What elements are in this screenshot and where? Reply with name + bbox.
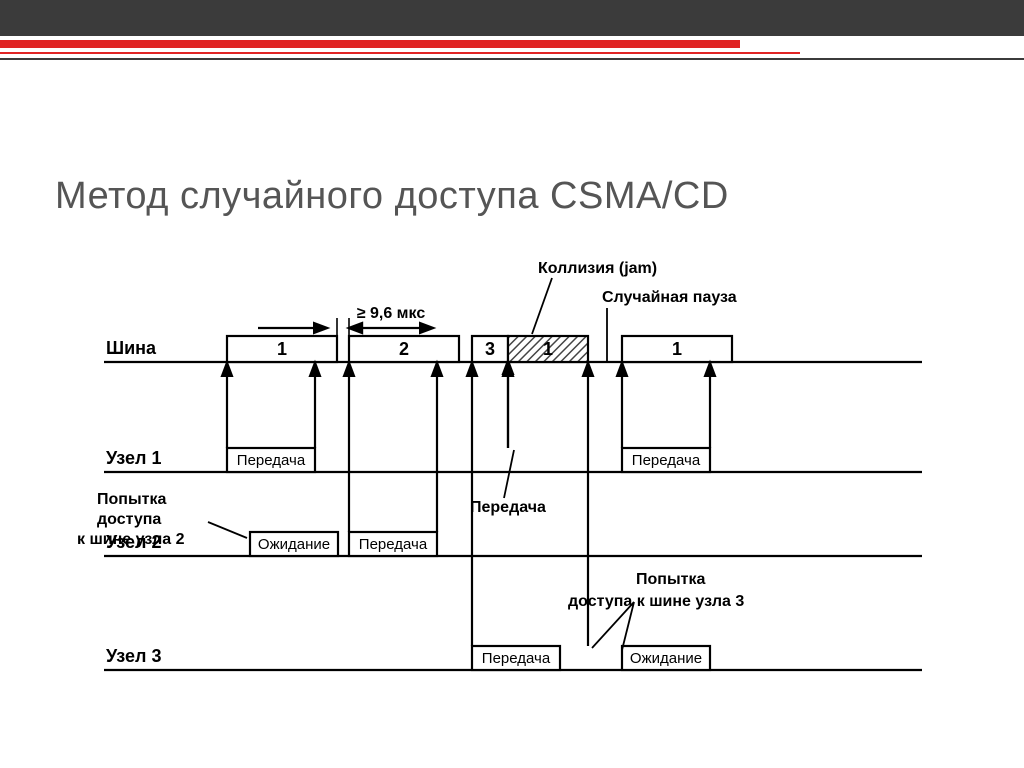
slide-header: [0, 0, 1024, 60]
label-transmission: Передача: [470, 499, 546, 516]
csma-cd-timing-diagram: ШинаУзел 1Узел 2Узел 312311ПередачаПеред…: [52, 250, 972, 730]
node-box-label: Передача: [237, 452, 306, 469]
header-red-thick: [0, 40, 740, 48]
node-box-label: Ожидание: [630, 650, 702, 667]
node-box-label: Передача: [482, 650, 551, 667]
node-box-label: Передача: [632, 452, 701, 469]
lane-label: Узел 3: [106, 646, 161, 666]
measure-label: ≥ 9,6 мкс: [357, 305, 426, 322]
label-collision: Коллизия (jam): [538, 260, 657, 277]
label-pause: Случайная пауза: [602, 289, 737, 306]
node-box-label: Ожидание: [258, 536, 330, 553]
label-attempt-node2: доступа: [97, 511, 161, 528]
lane-label: Шина: [106, 338, 157, 358]
bus-segment-label: 1: [277, 339, 287, 359]
lane-label: Узел 1: [106, 448, 161, 468]
leader-line: [532, 278, 552, 334]
header-gray-line: [0, 58, 1024, 60]
bus-segment-label: 1: [543, 339, 553, 359]
bus-segment-label: 1: [672, 339, 682, 359]
bus-segment-label: 3: [485, 339, 495, 359]
bus-segment-label: 2: [399, 339, 409, 359]
header-dark-bar: [0, 0, 1024, 36]
page-title: Метод случайного доступа CSMA/CD: [55, 175, 729, 218]
leader-line: [504, 450, 514, 498]
label-attempt-node2: Попытка: [97, 491, 166, 508]
label-attempt-node3: доступа к шине узла 3: [568, 593, 744, 610]
leader-line: [208, 522, 247, 538]
label-attempt-node3: Попытка: [636, 571, 705, 588]
node-box-label: Передача: [359, 536, 428, 553]
label-attempt-node2: к шине узла 2: [77, 531, 185, 548]
header-red-thin: [0, 52, 800, 54]
